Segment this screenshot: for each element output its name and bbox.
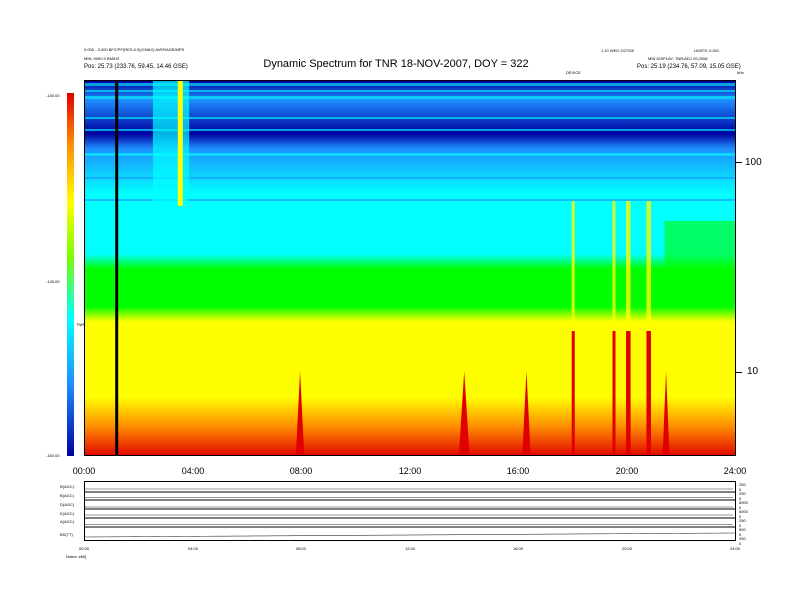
- agc-rtick-7: 5000: [739, 509, 748, 514]
- lower-x-tick-4: 16:00: [512, 546, 523, 551]
- agc-label-4: E(AGC): [60, 511, 74, 516]
- burst-7-upper: [646, 201, 651, 331]
- spectrogram-svg: [85, 81, 735, 455]
- agc-label-6: BS(TT): [60, 532, 73, 537]
- burst-0-core: [177, 81, 183, 206]
- y-tick-10-mark: [736, 372, 742, 373]
- footer-notes: Notes: sMlj: [66, 554, 86, 559]
- chart-title: Dynamic Spectrum for TNR 18-NOV-2007, DO…: [263, 58, 529, 70]
- y-tick-100: 100: [745, 157, 762, 168]
- burst-6: [626, 331, 631, 455]
- colorbar-label: TNR: [76, 322, 85, 327]
- burst-5: [612, 331, 616, 455]
- lower-x-tick-1: 04:00: [187, 546, 198, 551]
- spectrum-band-1: [85, 90, 735, 92]
- spectrum-band-5: [85, 153, 735, 156]
- lower-x-tick-5: 20:00: [621, 546, 632, 551]
- agc-panels: [84, 481, 736, 541]
- colorbar-tick-top: -130.00: [46, 93, 60, 98]
- colorbar-tick-bottom: -160.00: [46, 453, 60, 458]
- spectrum-band-2: [85, 96, 735, 99]
- late-day-patch: [664, 221, 735, 281]
- burst-7: [646, 331, 651, 455]
- burst-8: [662, 371, 670, 455]
- agc-trace-bs: [84, 532, 736, 538]
- lower-x-tick-6: 24:00: [729, 546, 740, 551]
- agc-rtick-13: 250: [739, 536, 746, 541]
- agc-rtick-12: 0: [739, 532, 742, 537]
- agc-trace-1: [84, 497, 733, 498]
- header-info-left-1: 0.000 - 3.000 BF/CPF(RES:0.0)(YMAX) AVER…: [84, 47, 185, 52]
- burst-2: [458, 371, 470, 455]
- spectrogram-plot: [84, 80, 736, 456]
- agc-rtick-14: 0: [739, 541, 742, 546]
- agc-rtick-4: 0: [739, 496, 742, 501]
- spectrum-band-7: [85, 199, 735, 201]
- x-tick-0800: 08:00: [289, 466, 313, 476]
- burst-1: [295, 371, 305, 455]
- header-info-right-3: MIN DISPLAY: TNR/ADJ 20,2008: [648, 56, 708, 61]
- agc-panels-svg: [84, 488, 736, 538]
- spectrum-band-0: [85, 83, 735, 86]
- y-unit-label: kHz: [737, 70, 744, 75]
- agc-rtick-2: 0: [739, 487, 742, 492]
- burst-5-upper: [612, 201, 616, 331]
- colorbar: [67, 93, 74, 456]
- x-tick-0000: 00:00: [72, 466, 96, 476]
- lower-x-tick-3: 12:00: [404, 546, 415, 551]
- header-info-left-3: Pos: 25.73 (233.76, 59.45, 14.46 GSE): [84, 64, 188, 70]
- header-info-right-1: 1.10 WED 2/27/08: [601, 48, 634, 53]
- burst-6-upper: [626, 201, 631, 331]
- x-tick-1200: 12:00: [398, 466, 422, 476]
- burst-4-upper: [571, 201, 575, 331]
- x-tick-1600: 16:00: [506, 466, 530, 476]
- header-info-right-4: Pos: 25.19 (234.76, 57.09, 15.05 GSE): [637, 64, 741, 70]
- y-tick-10: 10: [747, 366, 759, 377]
- agc-label-5: A(AGC): [60, 519, 74, 524]
- agc-trace-4: [84, 524, 733, 525]
- x-tick-0400: 04:00: [181, 466, 205, 476]
- burst-0: [152, 81, 190, 206]
- spectrum-band-4: [85, 129, 735, 131]
- x-tick-2400: 24:00: [723, 466, 747, 476]
- agc-rtick-1: 250: [739, 482, 746, 487]
- y-tick-100-mark: [736, 162, 742, 163]
- agc-rtick-8: 0: [739, 514, 742, 519]
- agc-trace-2: [84, 506, 733, 508]
- spectrum-band-6: [85, 177, 735, 179]
- spectrum-band-3: [85, 117, 735, 119]
- agc-label-1: B(AGC): [60, 484, 74, 489]
- header-info-right-2: LIMITS: 0.001: [694, 48, 720, 53]
- x-tick-2000: 20:00: [615, 466, 639, 476]
- agc-rtick-10: 0: [739, 523, 742, 528]
- lower-x-tick-2: 08:00: [295, 546, 306, 551]
- agc-label-3: D(AGC): [60, 502, 75, 507]
- agc-label-2: B(AGC): [60, 493, 74, 498]
- burst-3: [522, 371, 531, 455]
- burst-4: [571, 331, 575, 455]
- colorbar-tick-mid: -145.00: [46, 279, 60, 284]
- agc-rtick-6: 0: [739, 505, 742, 510]
- agc-rtick-9: 250: [739, 518, 746, 523]
- header-info-left-2: MIN: 5000.0 BM/HZ: [84, 56, 120, 61]
- lower-x-tick-0: 00:00: [78, 546, 89, 551]
- agc-rtick-11: 500: [739, 527, 746, 532]
- device-label: DEVICE: [566, 70, 581, 75]
- agc-rtick-3: 250: [739, 491, 746, 496]
- agc-rtick-5: 5000: [739, 500, 748, 505]
